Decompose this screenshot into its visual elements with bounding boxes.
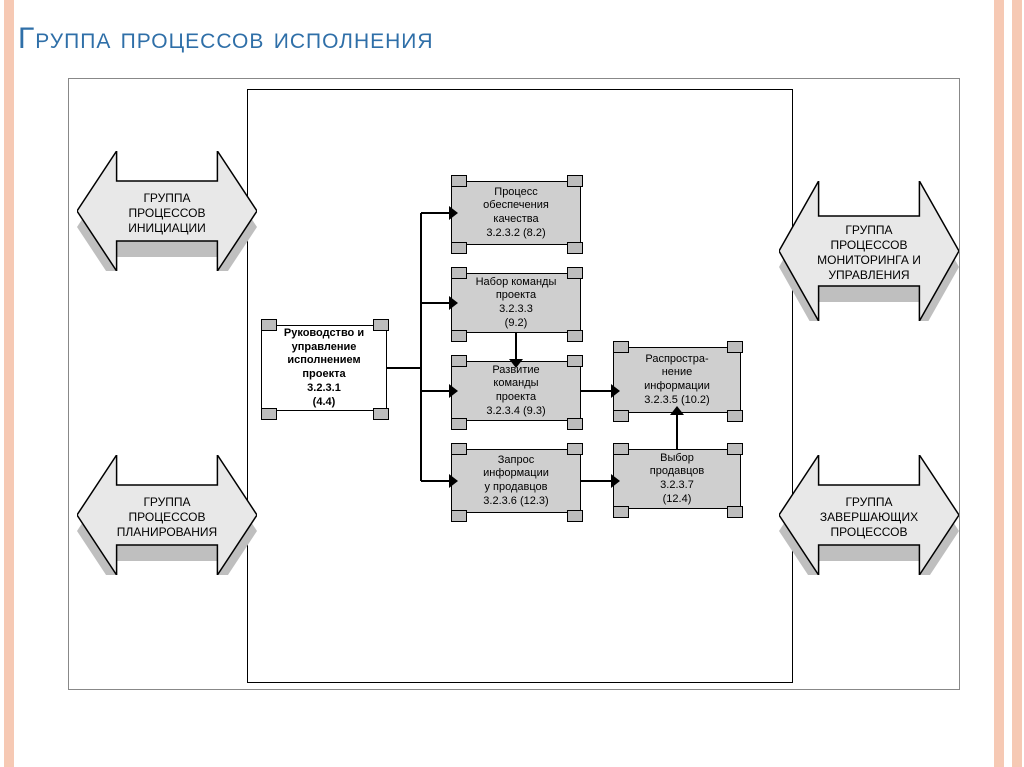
- edge: [581, 390, 613, 392]
- right-stripe-2: [1012, 0, 1022, 767]
- arrowhead-icon: [611, 474, 620, 488]
- arrowhead-icon: [449, 206, 458, 220]
- edge: [420, 213, 422, 368]
- arrowhead-icon: [449, 474, 458, 488]
- edge: [421, 480, 451, 482]
- process-box-manage: Руководство иуправлениеисполнениемпроект…: [261, 325, 387, 411]
- group-arrow-label: ГРУППАПРОЦЕССОВПЛАНИРОВАНИЯ: [77, 489, 257, 545]
- group-arrow-closing: ГРУППАЗАВЕРШАЮЩИХПРОЦЕССОВ: [779, 455, 959, 575]
- edge: [421, 302, 451, 304]
- page: ) Группа процессов исполнения ГРУППАПРОЦ…: [0, 0, 1024, 767]
- group-arrow-label: ГРУППАПРОЦЕССОВИНИЦИАЦИИ: [77, 185, 257, 241]
- process-box-select: Выборпродавцов3.2.3.7(12.4): [613, 449, 741, 509]
- page-title: Группа процессов исполнения: [18, 22, 434, 56]
- process-box-distrib: Распростра-нениеинформации3.2.3.5 (10.2): [613, 347, 741, 413]
- arrowhead-icon: [670, 406, 684, 415]
- arrowhead-icon: [449, 296, 458, 310]
- arrowhead-icon: [611, 384, 620, 398]
- edge: [387, 367, 421, 369]
- edge: [421, 212, 451, 214]
- group-arrow-planning: ГРУППАПРОЦЕССОВПЛАНИРОВАНИЯ: [77, 455, 257, 575]
- edge: [420, 368, 422, 481]
- process-box-develop: Развитиекомандыпроекта3.2.3.4 (9.3): [451, 361, 581, 421]
- process-box-quality: Процессобеспечениякачества3.2.3.2 (8.2): [451, 181, 581, 245]
- edge: [421, 390, 451, 392]
- process-box-team: Набор командыпроекта3.2.3.3(9.2): [451, 273, 581, 333]
- group-arrow-label: ГРУППАПРОЦЕССОВМОНИТОРИНГА ИУПРАВЛЕНИЯ: [779, 220, 959, 286]
- arrowhead-icon: [449, 384, 458, 398]
- right-stripe-1: [994, 0, 1004, 767]
- diagram-frame: ГРУППАПРОЦЕССОВИНИЦИАЦИИ ГРУППАПРОЦЕССОВП…: [68, 78, 960, 690]
- group-arrow-initiation: ГРУППАПРОЦЕССОВИНИЦИАЦИИ: [77, 151, 257, 271]
- edge: [581, 480, 613, 482]
- left-stripe: [4, 0, 14, 767]
- process-box-request: Запросинформацииу продавцов3.2.3.6 (12.3…: [451, 449, 581, 513]
- edge: [515, 333, 517, 361]
- group-arrow-monitoring: ГРУППАПРОЦЕССОВМОНИТОРИНГА ИУПРАВЛЕНИЯ: [779, 181, 959, 321]
- edge: [676, 413, 678, 449]
- group-arrow-label: ГРУППАЗАВЕРШАЮЩИХПРОЦЕССОВ: [779, 489, 959, 545]
- arrowhead-icon: [509, 359, 523, 368]
